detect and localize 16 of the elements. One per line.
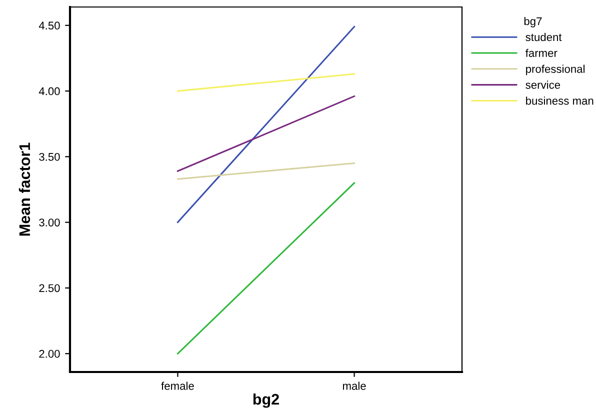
legend-title: bg7: [524, 17, 542, 28]
legend-label: business man: [526, 96, 594, 105]
legend-label: professional: [526, 64, 585, 76]
y-axis-title: Mean factor1: [18, 142, 30, 236]
x-tick-label: female: [161, 382, 194, 390]
legend-label: farmer: [525, 48, 558, 57]
x-axis-title: bg2: [253, 393, 279, 408]
y-tick-label: 2.00: [39, 350, 60, 358]
y-tick-label: 3.50: [39, 152, 60, 161]
y-tick-label: 3.00: [39, 218, 60, 226]
x-tick-label: male: [342, 382, 366, 390]
y-tick-label: 4.50: [38, 22, 60, 30]
y-tick-label: 2.50: [39, 284, 60, 292]
y-tick-label: 4.00: [38, 87, 60, 96]
legend-label: service: [526, 80, 560, 89]
legend-label: student: [526, 32, 562, 42]
